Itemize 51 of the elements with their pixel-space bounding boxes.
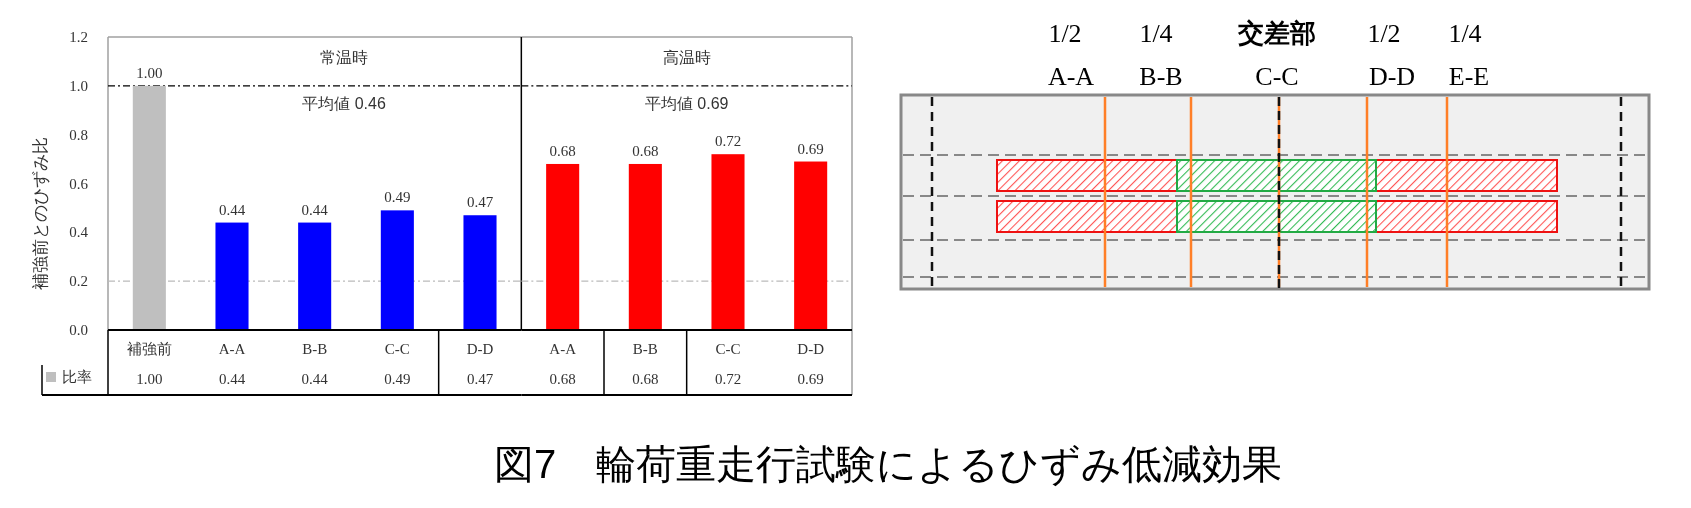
text: 1/2: [1048, 19, 1082, 48]
y-tick-label: 0.0: [69, 322, 88, 338]
y-tick-label: 1.2: [69, 29, 88, 45]
annotation: 常温時: [320, 49, 368, 66]
x-tick-label: B-B: [302, 341, 328, 357]
data-label: 0.72: [714, 371, 742, 387]
x-tick-label: D-D: [797, 341, 825, 357]
y-tick-label: 0.4: [69, 224, 89, 241]
y-axis-title: 補強前とのひずみ比: [31, 137, 50, 290]
text: 0.44: [301, 201, 328, 218]
text: 0.44: [218, 201, 246, 218]
text: 0.68: [549, 142, 576, 159]
data-label: 0.44: [218, 371, 246, 387]
text: A-A: [1047, 62, 1095, 91]
text: 交差部: [1237, 18, 1316, 48]
x-tick-label: A-A: [549, 341, 577, 357]
text: 0.72: [714, 133, 742, 150]
text: 0.49: [384, 189, 411, 206]
text: 0.68: [632, 142, 659, 159]
data-label: 1.00: [136, 371, 163, 387]
data-label: 0.44: [301, 371, 329, 387]
x-tick-label: 補強前: [126, 341, 172, 357]
data-label: 0.68: [549, 371, 576, 387]
text: E-E: [1448, 62, 1490, 91]
y-tick-label: 0.8: [69, 126, 88, 143]
text: 1.00: [136, 64, 163, 81]
annotation: 平均値 0.69: [644, 95, 729, 112]
text: 1/2: [1367, 19, 1401, 48]
x-tick-label: A-A: [218, 341, 246, 357]
annotation: 高温時: [662, 49, 711, 66]
caption: 図7 輪荷重走行試験によるひずみ低減効果: [493, 442, 1283, 487]
legend-label: 比率: [62, 368, 92, 385]
x-tick-label: C-C: [715, 341, 741, 357]
x-tick-label: D-D: [466, 341, 494, 357]
text: B-B: [1139, 62, 1183, 91]
text: 0.69: [797, 140, 824, 157]
y-tick-label: 1.0: [69, 77, 88, 94]
x-tick-label: C-C: [384, 341, 410, 357]
x-tick-label: B-B: [632, 341, 658, 357]
annotation: 平均値 0.46: [302, 95, 386, 112]
data-label: 0.49: [384, 371, 411, 387]
text: C-C: [1255, 62, 1299, 91]
y-tick-label: 0.2: [69, 273, 88, 290]
data-label: 0.69: [797, 371, 824, 387]
text: 1/4: [1448, 19, 1482, 48]
text: 1/4: [1139, 19, 1173, 48]
y-tick-label: 0.6: [69, 175, 89, 192]
data-label: 0.68: [632, 371, 659, 387]
text: D-D: [1368, 62, 1416, 91]
text: 0.47: [466, 194, 494, 211]
data-label: 0.47: [466, 371, 494, 387]
